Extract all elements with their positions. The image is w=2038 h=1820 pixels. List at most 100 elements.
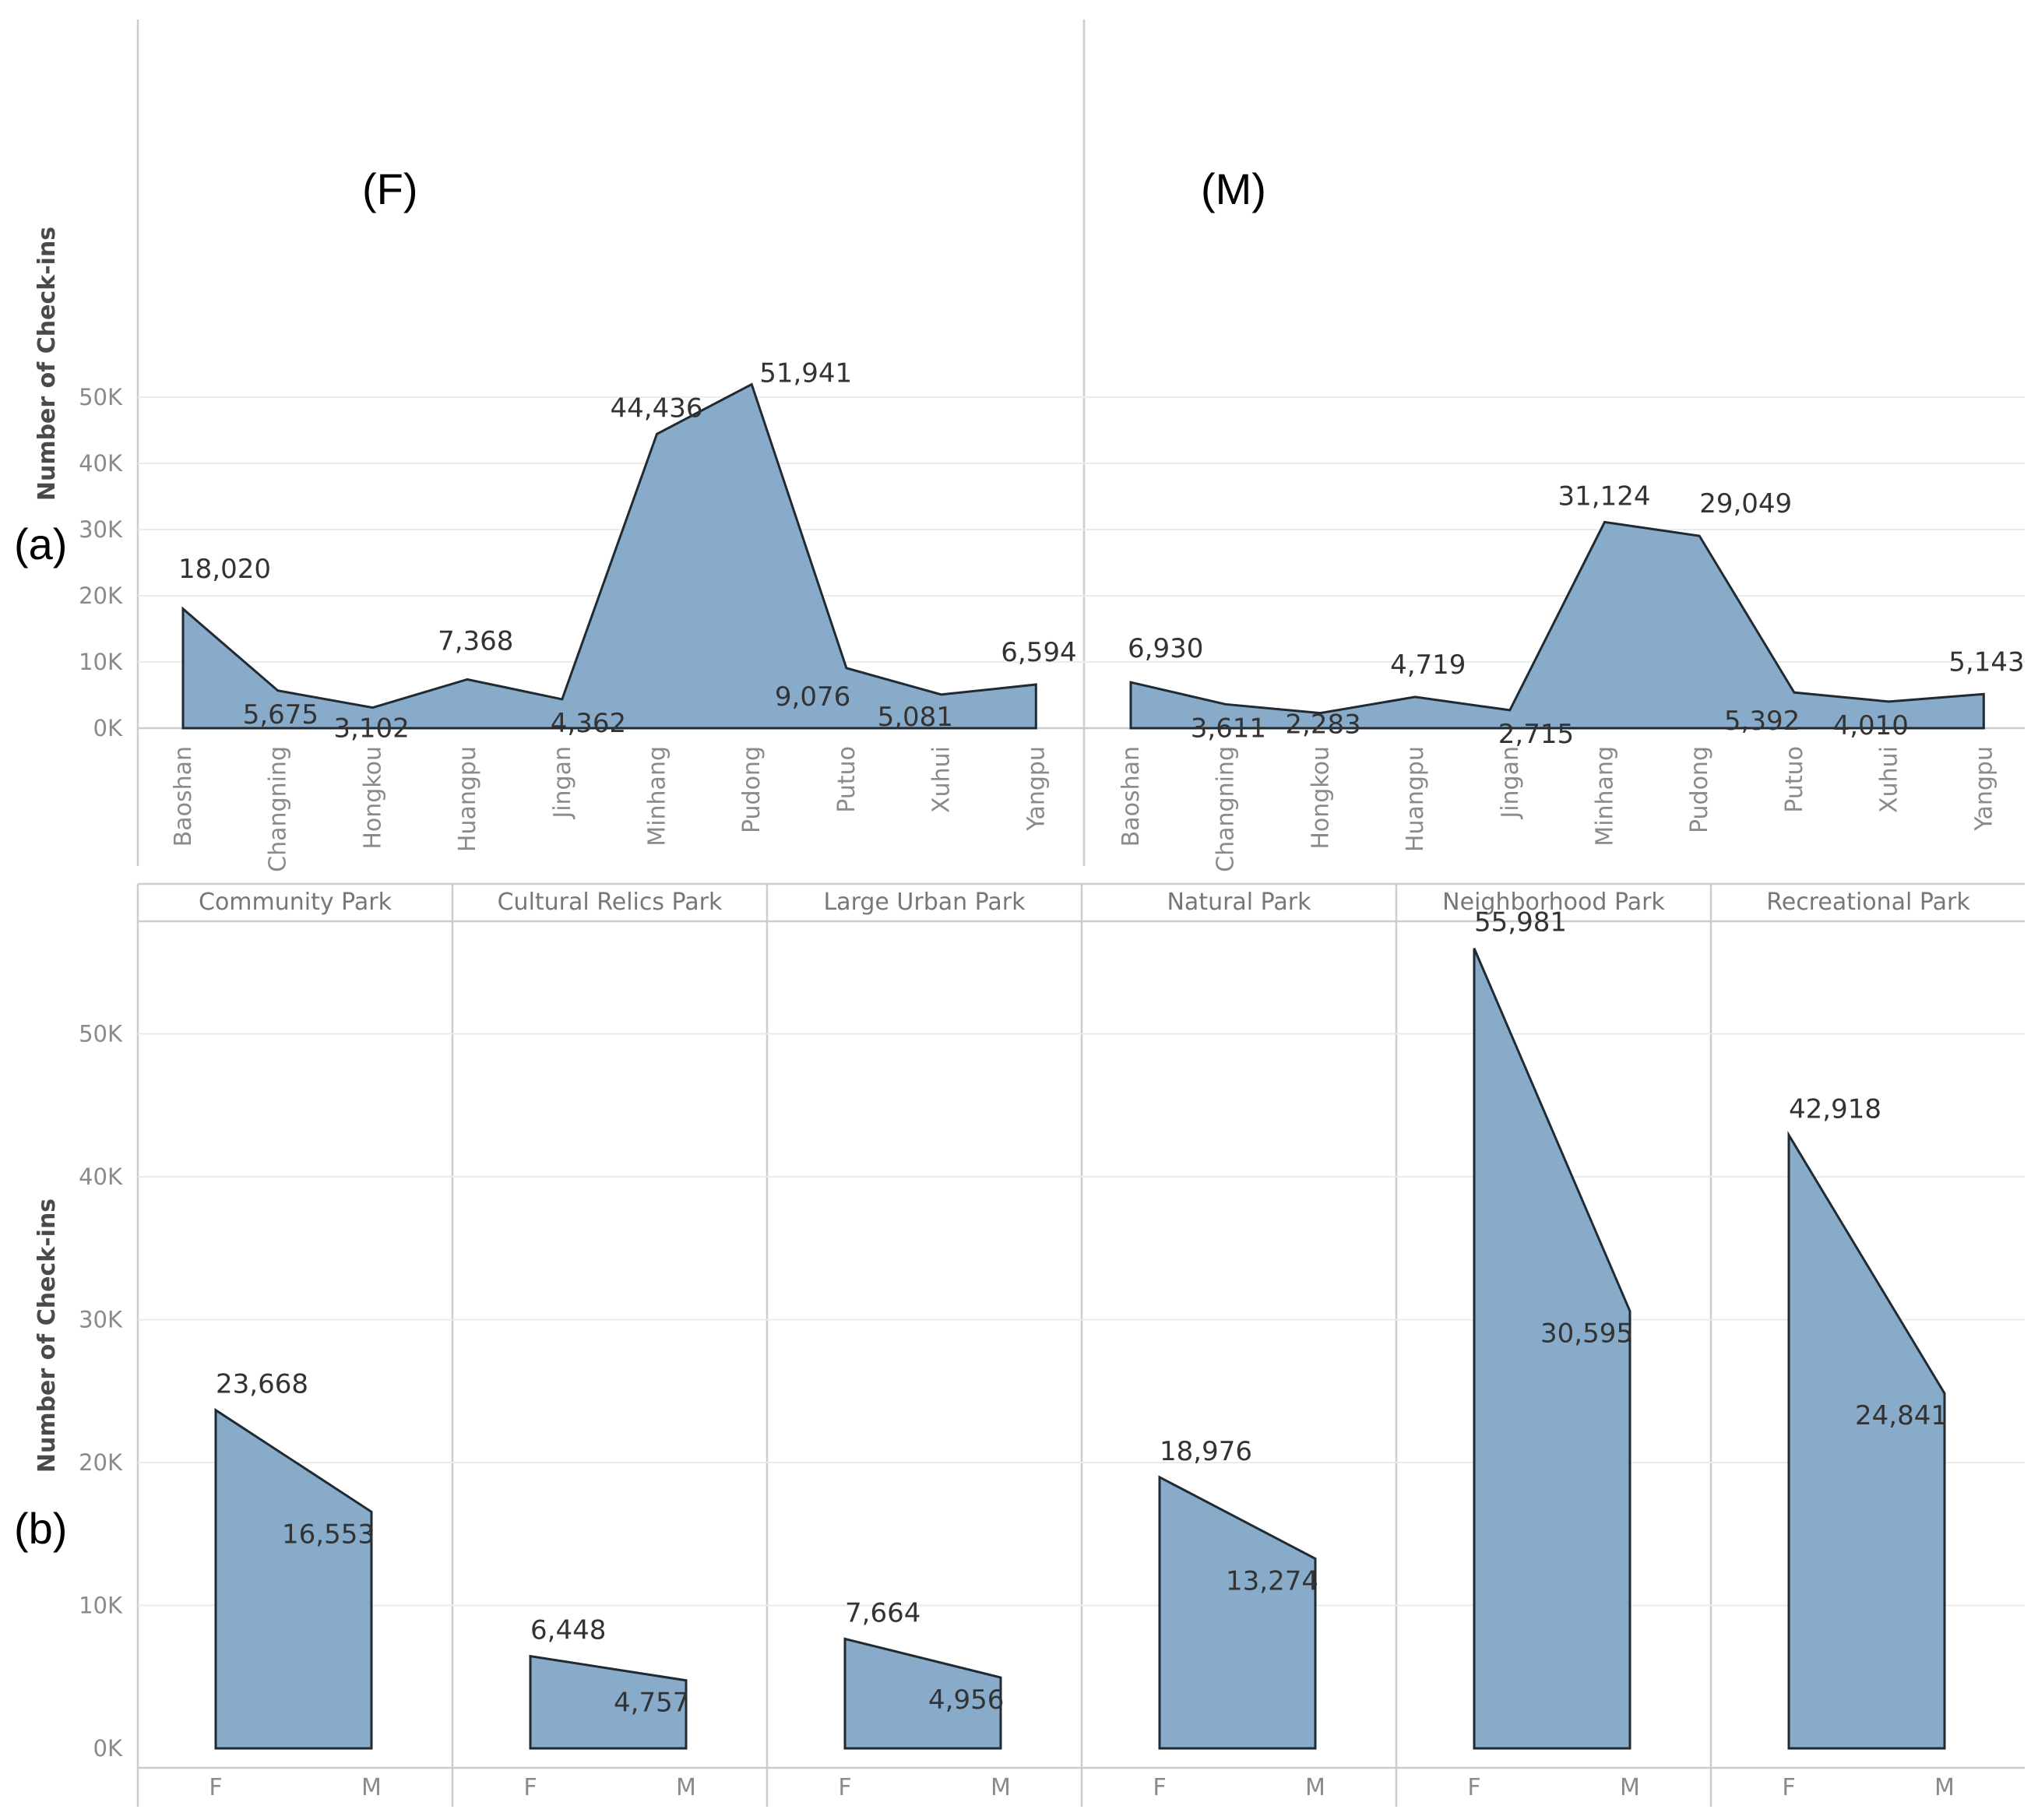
top-y-tick-label: 0K (93, 715, 123, 741)
top-data-label: 4,362 (551, 708, 626, 739)
top-data-label: 5,081 (878, 702, 953, 733)
district-tick-label: Xuhui (928, 746, 956, 813)
gender-tick-label: F (838, 1774, 851, 1801)
facet-header-label: Large Urban Park (823, 889, 1026, 916)
facet-header-label: Community Park (199, 889, 392, 916)
gender-tick-label: M (1305, 1774, 1325, 1801)
district-tick-label: Minhang (644, 746, 671, 847)
bottom-data-label: 55,981 (1474, 907, 1567, 938)
district-tick-label: Huangpu (1402, 746, 1429, 852)
bottom-y-axis-title: Number of Check-ins (33, 1199, 61, 1473)
bottom-y-tick-label: 30K (79, 1307, 123, 1333)
district-tick-label: Yangpu (1023, 746, 1050, 832)
top-data-label: 3,611 (1191, 713, 1266, 744)
bottom-data-label: 30,595 (1540, 1318, 1633, 1350)
bottom-y-tick-label: 50K (79, 1021, 123, 1047)
park-type-area (1473, 948, 1631, 1750)
top-data-label: 4,719 (1390, 649, 1466, 681)
park-type-area (1158, 1475, 1317, 1750)
bottom-y-tick-label: 10K (79, 1593, 123, 1619)
facet-header-label: Recreational Park (1766, 889, 1970, 916)
bottom-data-label: 4,757 (614, 1688, 689, 1719)
bottom-data-label: 4,956 (928, 1684, 1004, 1716)
gender-tick-label: F (1782, 1774, 1795, 1801)
district-tick-label: Yangpu (1970, 746, 1998, 832)
bottom-data-label: 13,274 (1226, 1565, 1318, 1596)
top-data-label: 2,283 (1285, 709, 1360, 741)
top-y-tick-label: 10K (79, 649, 123, 675)
district-tick-label: Huangpu (454, 746, 481, 852)
facet-header-label: Natural Park (1167, 889, 1311, 916)
gender-tick-label: F (523, 1774, 537, 1801)
top-data-label: 5,392 (1724, 706, 1800, 737)
panel-b-label: (b) (14, 1504, 67, 1553)
y-ticks: 0K 10K 20K 30K 40K 50K 0K 10K 20K 30K 40K 50K (79, 384, 123, 1762)
top-data-label: 5,675 (243, 699, 319, 730)
bottom-data-label: 24,841 (1855, 1400, 1948, 1431)
top-data-label: 51,941 (759, 358, 852, 389)
facet-header-label: Cultural Relics Park (498, 889, 723, 916)
top-data-label: 9,076 (775, 681, 850, 713)
gender-tick-label: M (991, 1774, 1011, 1801)
district-tick-label: Pudong (1686, 746, 1713, 833)
bottom-data-label: 6,448 (530, 1615, 606, 1646)
district-tick-label: Pudong (738, 746, 766, 833)
facet-dividers (451, 884, 1712, 1807)
x-axis-labels: Baoshan Changning Hongkou Huangpu Jingan Minh… (170, 746, 1998, 1801)
facet-headers: Community Park Cultural Relics Park Large … (199, 889, 1970, 916)
top-data-label: 18,020 (178, 554, 271, 585)
gender-tick-label: F (1467, 1774, 1480, 1801)
bottom-y-tick-label: 20K (79, 1449, 123, 1476)
female-subplot-label: (F) (362, 164, 418, 213)
top-y-tick-label: 30K (79, 516, 123, 543)
district-tick-label: Baoshan (170, 746, 197, 847)
top-y-tick-label: 50K (79, 384, 123, 410)
bottom-data-label: 16,553 (282, 1519, 375, 1550)
data-labels: 18,020 5,675 3,102 7,368 4,362 44,436 51,941 9,… (178, 358, 2025, 1719)
top-data-label: 3,102 (333, 713, 409, 745)
park-type-area (843, 1637, 1002, 1750)
top-data-label: 29,049 (1699, 488, 1792, 519)
district-tick-label: Hongkou (1307, 746, 1334, 850)
male-subplot-label: (M) (1201, 164, 1266, 213)
bottom-data-label: 42,918 (1789, 1093, 1881, 1125)
park-type-area (529, 1654, 688, 1750)
top-data-label: 44,436 (611, 393, 703, 424)
area-series (181, 382, 1985, 1750)
gender-tick-label: F (209, 1774, 222, 1801)
top-data-label: 6,594 (1001, 637, 1076, 668)
top-data-label: 6,930 (1128, 633, 1203, 664)
top-y-axis-title: Number of Check-ins (33, 227, 61, 501)
park-type-area (214, 1407, 373, 1750)
gender-tick-label: M (676, 1774, 696, 1801)
bottom-data-label: 23,668 (216, 1369, 308, 1400)
top-y-tick-label: 40K (79, 450, 123, 477)
gender-tick-label: M (1620, 1774, 1640, 1801)
district-tick-label: Jingan (549, 746, 576, 820)
district-tick-label: Putuo (1781, 746, 1808, 813)
district-tick-label: Jingan (1497, 746, 1524, 820)
district-tick-label: Hongkou (359, 746, 386, 850)
gender-tick-label: M (1934, 1774, 1955, 1801)
gender-tick-label: M (361, 1774, 382, 1801)
bottom-data-label: 18,976 (1160, 1436, 1252, 1467)
gender-tick-label: F (1153, 1774, 1166, 1801)
district-tick-label: Xuhui (1876, 746, 1903, 813)
facet-header-label: Neighborhood Park (1442, 889, 1665, 916)
park-type-area (1787, 1131, 1946, 1750)
top-data-label: 5,143 (1948, 646, 2024, 678)
female-district-area (181, 382, 1037, 730)
bottom-y-tick-label: 0K (93, 1735, 123, 1762)
top-data-label: 2,715 (1498, 719, 1574, 750)
district-tick-label: Baoshan (1118, 746, 1145, 847)
district-tick-label: Changning (265, 746, 292, 872)
district-tick-label: Changning (1213, 746, 1240, 872)
district-tick-label: Minhang (1592, 746, 1619, 847)
top-y-tick-label: 20K (79, 583, 123, 609)
top-data-label: 31,124 (1558, 481, 1651, 512)
district-tick-label: Putuo (833, 746, 861, 813)
male-district-area (1129, 520, 1985, 730)
top-data-label: 4,010 (1833, 710, 1909, 741)
bottom-y-tick-label: 40K (79, 1163, 123, 1190)
